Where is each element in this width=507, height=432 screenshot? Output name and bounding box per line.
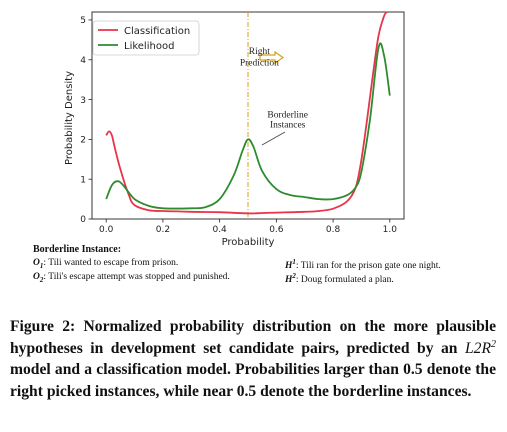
y-axis-label: Probability Density (64, 71, 75, 165)
example-heading: Borderline Instance: (33, 244, 122, 255)
annotation-text: Instances (270, 120, 306, 130)
right-arrow-icon (259, 50, 285, 65)
series-lines (105, 11, 391, 215)
y-tick-label: 5 (80, 16, 86, 26)
caption-model-sup: 2 (491, 338, 496, 350)
example-o2: O2: Tili's escape attempt was stopped an… (33, 272, 230, 284)
series-line-classification (105, 11, 388, 215)
x-tick-label: 0.8 (326, 225, 341, 235)
example-h2-text: Doug formulated a plan. (300, 275, 394, 286)
annotation-text: Right (249, 47, 270, 57)
example-o1: O1: Tili wanted to escape from prison. (33, 258, 179, 270)
y-tick-label: 0 (80, 215, 86, 225)
tick-labels: 0.0 0.2 0.4 0.6 0.8 1.0 0 1 2 3 4 5 (80, 16, 397, 235)
y-tick-label: 1 (80, 175, 86, 185)
legend-label-likelihood: Likelihood (124, 41, 174, 52)
x-tick-label: 0.2 (156, 225, 170, 235)
example-o2-text: Tili's escape attempt was stopped and pu… (48, 272, 230, 282)
caption-part-1: Figure 2: Normalized probability distrib… (10, 318, 496, 357)
example-h1-text: Tili ran for the prison gate one night. (300, 261, 441, 272)
figure-caption: Figure 2: Normalized probability distrib… (10, 316, 496, 402)
x-tick-label: 0.4 (212, 225, 227, 235)
x-tick-label: 0.0 (99, 225, 114, 235)
caption-part-2: model and a classification model. Probab… (10, 361, 496, 400)
x-axis-label: Probability (222, 237, 275, 248)
y-tick-label: 3 (80, 96, 86, 106)
legend: Classification Likelihood (92, 20, 200, 56)
series-line-likelihood (105, 42, 391, 210)
example-h1: H1: Tili ran for the prison gate one nig… (285, 258, 441, 272)
example-h2: H2: Doug formulated a plan. (285, 272, 394, 286)
x-tick-label: 0.6 (269, 225, 284, 235)
x-tick-label: 1.0 (383, 225, 398, 235)
borderline-pointer (261, 131, 286, 146)
caption-model-name: L2R (465, 339, 491, 357)
borderline-example: Borderline Instance: O1: Tili wanted to … (33, 244, 503, 290)
annotation-text: Borderline (267, 110, 308, 120)
y-tick-label: 4 (80, 56, 86, 66)
probability-density-chart: 0.0 0.2 0.4 0.6 0.8 1.0 0 1 2 3 4 5 Probability Pro… (64, 11, 405, 248)
annotation-text: Prediction (240, 59, 279, 69)
example-o1-text: Tili wanted to escape from prison. (48, 258, 179, 268)
y-tick-label: 2 (80, 136, 86, 146)
legend-label-classification: Classification (124, 26, 190, 37)
